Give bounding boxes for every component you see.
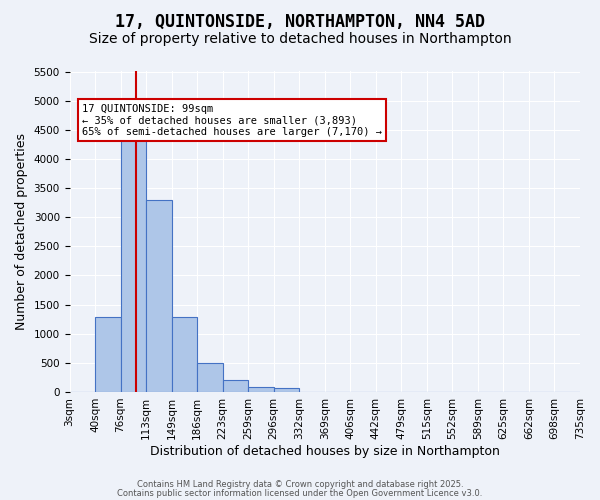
Bar <box>197 363 223 392</box>
Text: Contains public sector information licensed under the Open Government Licence v3: Contains public sector information licen… <box>118 488 482 498</box>
Y-axis label: Number of detached properties: Number of detached properties <box>15 133 28 330</box>
Bar <box>248 386 274 392</box>
Bar <box>274 388 299 392</box>
Bar <box>172 318 197 392</box>
Text: 17, QUINTONSIDE, NORTHAMPTON, NN4 5AD: 17, QUINTONSIDE, NORTHAMPTON, NN4 5AD <box>115 12 485 30</box>
Bar <box>121 137 146 392</box>
Text: 17 QUINTONSIDE: 99sqm
← 35% of detached houses are smaller (3,893)
65% of semi-d: 17 QUINTONSIDE: 99sqm ← 35% of detached … <box>82 104 382 136</box>
X-axis label: Distribution of detached houses by size in Northampton: Distribution of detached houses by size … <box>150 444 500 458</box>
Bar <box>95 318 121 392</box>
Bar <box>146 200 172 392</box>
Text: Size of property relative to detached houses in Northampton: Size of property relative to detached ho… <box>89 32 511 46</box>
Bar <box>223 380 248 392</box>
Text: Contains HM Land Registry data © Crown copyright and database right 2025.: Contains HM Land Registry data © Crown c… <box>137 480 463 489</box>
